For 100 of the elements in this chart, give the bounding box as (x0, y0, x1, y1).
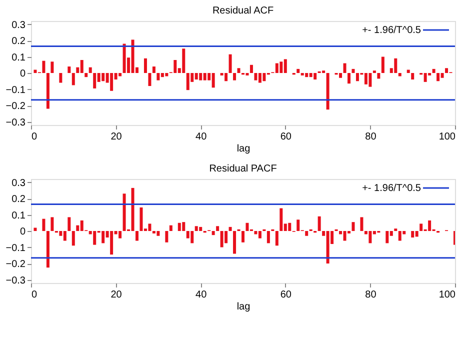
bar (326, 73, 330, 110)
bar (224, 231, 228, 244)
bar (233, 73, 236, 80)
y-tick-label: 0.1 (12, 52, 26, 64)
bar (68, 66, 71, 73)
y-tick-label: 0.2 (12, 36, 26, 47)
bar (233, 231, 236, 254)
bar (186, 73, 190, 90)
bar (386, 231, 389, 244)
bar (339, 73, 342, 78)
bar (280, 62, 283, 73)
bar (415, 231, 418, 237)
bar (348, 73, 350, 84)
bar (254, 73, 258, 80)
bar (72, 231, 75, 246)
bar (411, 231, 414, 238)
bar (406, 70, 410, 73)
x-axis-title: lag (236, 144, 250, 154)
bar (136, 231, 138, 241)
bar (199, 73, 202, 80)
x-tick-label: 60 (280, 290, 292, 300)
bar (42, 218, 46, 231)
bar (228, 226, 232, 231)
bar (122, 194, 126, 231)
bar (258, 231, 262, 238)
y-tick-label: −0.2 (6, 101, 26, 112)
bar (152, 66, 156, 73)
bar (156, 73, 160, 80)
bar (42, 60, 46, 73)
bar (50, 62, 54, 73)
x-tick-label: 40 (196, 132, 208, 142)
bar (182, 48, 186, 73)
x-tick-label: 100 (438, 290, 456, 300)
y-tick-label: 0 (20, 226, 26, 238)
bar (258, 73, 262, 83)
bar (436, 73, 440, 82)
bar (296, 220, 300, 231)
bar (46, 73, 50, 109)
bar (156, 231, 160, 236)
x-tick-label: 60 (280, 132, 292, 142)
bar (160, 73, 164, 78)
bar (398, 73, 402, 76)
y-tick-label: 0 (20, 68, 26, 80)
bar (63, 231, 66, 241)
bar (352, 222, 355, 231)
bar (122, 44, 126, 73)
bar (377, 73, 380, 79)
bar (182, 222, 186, 231)
x-tick-label: 100 (438, 132, 456, 142)
bar (381, 56, 384, 73)
bar (242, 231, 244, 242)
bar (250, 64, 253, 73)
bar (148, 224, 152, 231)
chart-title: Residual PACF (209, 163, 277, 174)
bar (343, 231, 346, 241)
bar (118, 73, 122, 76)
x-tick-label: 80 (365, 132, 377, 142)
bar (199, 226, 202, 231)
y-tick-label: −0.1 (6, 84, 26, 96)
bar (432, 68, 436, 73)
y-tick-label: −0.3 (6, 275, 26, 286)
bar (84, 73, 88, 78)
bar (80, 220, 84, 231)
bar (440, 73, 444, 78)
bar (314, 73, 317, 80)
bar (368, 73, 372, 87)
bar (34, 70, 37, 73)
bar (305, 231, 308, 236)
bar (203, 73, 206, 80)
bar (216, 226, 220, 231)
bar (46, 231, 50, 268)
bar (352, 68, 355, 73)
bar (288, 222, 292, 231)
bar (424, 73, 427, 82)
y-tick-label: 0.3 (12, 20, 26, 31)
bar (309, 73, 312, 78)
bar (275, 231, 278, 246)
bar (110, 73, 114, 91)
bar (102, 73, 105, 82)
bar (165, 231, 168, 242)
x-tick-label: 40 (196, 290, 208, 300)
bar (394, 58, 398, 73)
bar (72, 73, 75, 86)
bar (148, 73, 152, 86)
bar (190, 231, 194, 244)
bar (34, 228, 37, 231)
y-tick-label: −0.2 (6, 259, 26, 270)
x-axis-title: lag (236, 302, 250, 312)
bar (140, 207, 143, 231)
bar (364, 73, 368, 84)
x-tick-label: 0 (32, 132, 38, 142)
y-tick-label: −0.1 (6, 242, 26, 254)
bar (296, 68, 300, 73)
legend-label: +- 1.96/T^0.5 (362, 183, 422, 194)
bar (398, 231, 402, 241)
chart-title: Residual ACF (212, 5, 274, 16)
bar (280, 208, 283, 231)
bar (93, 73, 96, 88)
x-tick-label: 0 (32, 290, 38, 300)
bar (445, 68, 448, 73)
